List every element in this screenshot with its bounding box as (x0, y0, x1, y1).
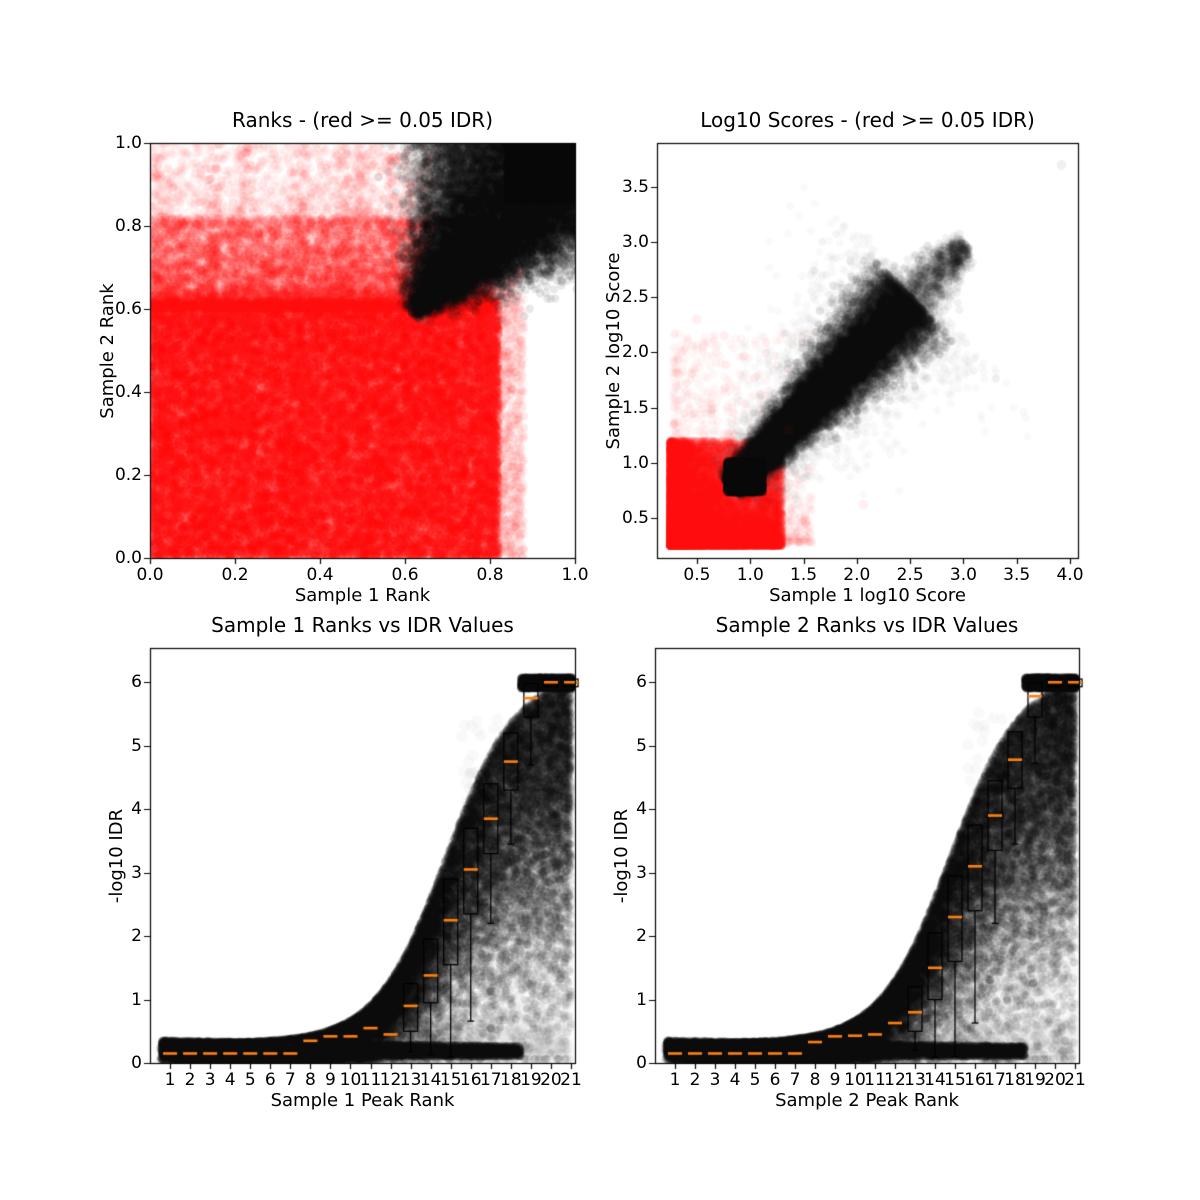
figure-canvas (0, 0, 1200, 1200)
idr-qc-figure: Ranks - (red >= 0.05 IDR) Sample 1 Rank Sa… (0, 0, 1200, 1200)
